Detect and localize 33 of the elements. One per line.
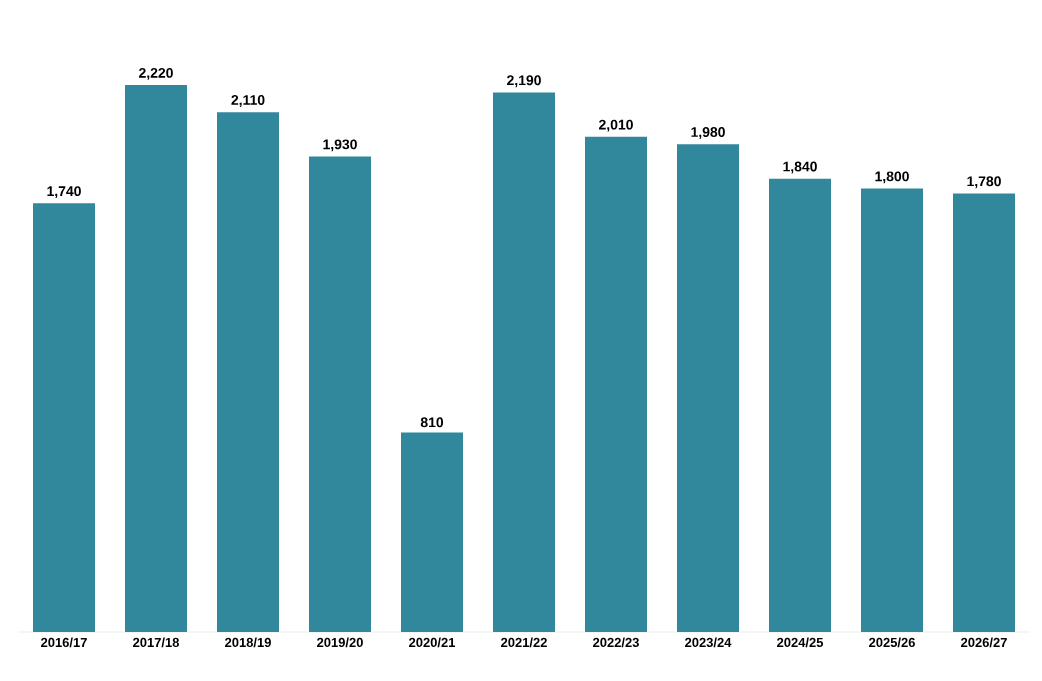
x-tick-label: 2026/27 [961, 637, 1007, 648]
x-tick-label: 2020/21 [409, 637, 456, 648]
bar [861, 188, 924, 632]
data-label: 2,220 [139, 67, 173, 80]
x-tick-label: 2024/25 [777, 637, 824, 648]
data-label: 1,800 [875, 171, 909, 184]
data-label: 1,740 [47, 186, 81, 199]
data-label: 1,980 [691, 127, 725, 139]
x-tick-label: 2019/20 [317, 637, 363, 648]
data-label: 2,110 [231, 95, 265, 107]
x-tick-label: 2025/26 [869, 637, 915, 648]
x-tick-label: 2018/19 [225, 637, 271, 648]
bar [401, 432, 463, 632]
data-label: 2,010 [599, 119, 633, 132]
bar [769, 178, 832, 632]
bar [953, 193, 1016, 632]
x-tick-label: 2021/22 [501, 637, 547, 648]
bar [309, 156, 371, 632]
bar [125, 85, 187, 632]
data-label: 1,840 [783, 161, 817, 174]
bar [493, 92, 555, 632]
x-tick-label: 2023/24 [685, 637, 732, 648]
x-tick-label: 2017/18 [133, 637, 180, 648]
bar [217, 112, 279, 632]
data-label: 1,780 [967, 176, 1001, 189]
bar [33, 203, 95, 632]
bar [677, 144, 740, 632]
data-label: 1,930 [323, 139, 357, 152]
data-label: 810 [420, 417, 444, 428]
data-label: 2,190 [507, 75, 541, 88]
bar [585, 136, 648, 632]
x-tick-label: 2016/17 [41, 637, 87, 648]
x-tick-label: 2022/23 [593, 637, 639, 648]
